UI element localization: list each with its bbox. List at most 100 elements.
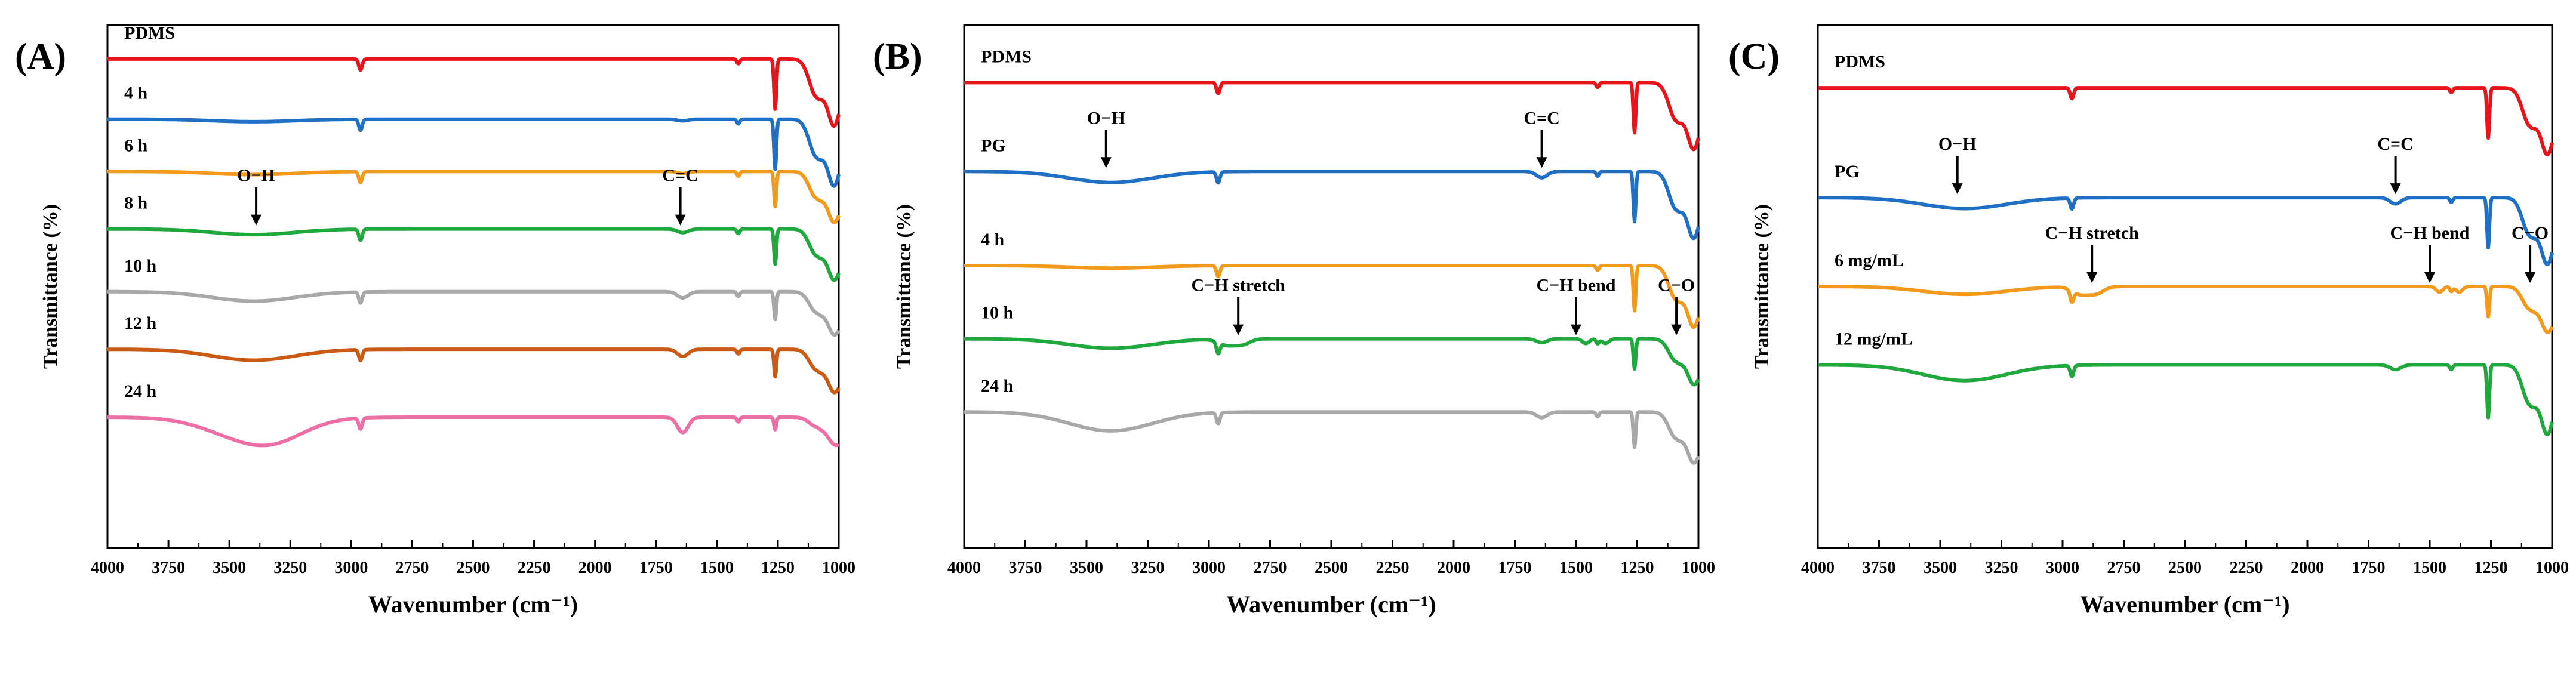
series-label: PDMS bbox=[981, 47, 1032, 66]
x-tick-label: 1500 bbox=[700, 559, 734, 577]
x-tick-label: 3500 bbox=[1923, 559, 1957, 577]
annotation-arrow-head bbox=[675, 214, 686, 226]
series-line-3 bbox=[1817, 363, 2554, 436]
x-tick-label: 4000 bbox=[947, 559, 981, 577]
annotation-label: O−H bbox=[237, 166, 275, 186]
x-tick-label: 3750 bbox=[1009, 559, 1042, 577]
series-label: 10 h bbox=[124, 256, 157, 276]
x-tick-label: 3000 bbox=[2046, 559, 2079, 577]
series-line-0 bbox=[106, 57, 841, 128]
series-line-0 bbox=[963, 81, 1700, 152]
y-axis-label: Transmittance (%) bbox=[1751, 204, 1773, 369]
x-tick-label: 1250 bbox=[2475, 559, 2508, 577]
annotation-label: C=C bbox=[1524, 108, 1559, 128]
chart-panel-c: (C) Transmittance (%) 4000 3750 3500 3250 3000… bbox=[1728, 24, 2569, 618]
x-tick-label: 1500 bbox=[2413, 559, 2446, 577]
series-label: 6 h bbox=[124, 135, 148, 155]
x-axis-label: Wavenumber (cm⁻¹) bbox=[1226, 591, 1436, 618]
x-tick-label: 2000 bbox=[2291, 559, 2324, 577]
series-line-3 bbox=[106, 227, 841, 282]
annotation-label: C−O bbox=[1658, 276, 1695, 295]
series-line-5 bbox=[106, 347, 841, 395]
series-line-4 bbox=[963, 410, 1700, 465]
x-tick-label: 4000 bbox=[91, 559, 124, 577]
x-tick-label: 1000 bbox=[822, 559, 855, 577]
series-label: 24 h bbox=[981, 376, 1014, 396]
x-tick-label: 3250 bbox=[273, 559, 307, 577]
series-line-3 bbox=[963, 337, 1700, 387]
x-tick-label: 1250 bbox=[1621, 559, 1654, 577]
panel-label: (B) bbox=[873, 36, 922, 77]
series-label: 4 h bbox=[124, 84, 148, 103]
x-tick-label: 1750 bbox=[639, 559, 673, 577]
annotation-arrow-head bbox=[2086, 272, 2098, 283]
annotation-label: C−O bbox=[2512, 223, 2549, 243]
x-tick-label: 2250 bbox=[2230, 559, 2263, 577]
series-line-4 bbox=[106, 289, 841, 337]
x-tick-label: 1500 bbox=[1559, 559, 1593, 577]
series-line-0 bbox=[1817, 86, 2554, 157]
annotation-arrow-head bbox=[1952, 183, 1963, 195]
x-tick-label: 2500 bbox=[2168, 559, 2202, 577]
annotation-arrow-head bbox=[2525, 272, 2536, 283]
series-line-1 bbox=[106, 117, 841, 188]
series-label: 10 h bbox=[981, 303, 1014, 323]
annotation-label: C−H bend bbox=[2390, 223, 2470, 243]
series-label: PG bbox=[1835, 162, 1860, 181]
x-tick-label: 2000 bbox=[1437, 559, 1470, 577]
x-tick-label: 4000 bbox=[1801, 559, 1835, 577]
x-tick-label: 1250 bbox=[761, 559, 795, 577]
x-axis-label: Wavenumber (cm⁻¹) bbox=[368, 591, 578, 618]
x-tick-label: 2250 bbox=[518, 559, 551, 577]
annotation-arrow-head bbox=[1536, 157, 1547, 168]
chart-panel-a: (A) Transmittance (%) 4000 3750 3500 3250 3000… bbox=[15, 23, 855, 618]
annotation-label: O−H bbox=[1087, 108, 1125, 128]
x-tick-label: 3500 bbox=[1070, 559, 1103, 577]
series-line-1 bbox=[1817, 196, 2554, 267]
series-line-2 bbox=[106, 170, 841, 224]
series-label: PG bbox=[981, 135, 1006, 155]
annotation-label: C=C bbox=[662, 166, 698, 186]
x-tick-label: 2500 bbox=[457, 559, 490, 577]
x-tick-label: 1750 bbox=[1498, 559, 1532, 577]
series-line-1 bbox=[963, 170, 1700, 241]
annotation-arrow-head bbox=[1100, 157, 1112, 168]
series-label: 4 h bbox=[981, 230, 1005, 249]
series-label: PDMS bbox=[1835, 52, 1885, 72]
x-tick-label: 1000 bbox=[1682, 559, 1715, 577]
annotation-label: O−H bbox=[1938, 134, 1977, 154]
series-label: PDMS bbox=[124, 23, 175, 43]
panel-label: (C) bbox=[1728, 36, 1780, 77]
x-axis-label: Wavenumber (cm⁻¹) bbox=[2080, 591, 2289, 618]
annotation-arrow-head bbox=[1671, 324, 1682, 335]
x-tick-label: 2000 bbox=[578, 559, 612, 577]
series-label: 12 mg/mL bbox=[1835, 329, 1913, 349]
panel-label: (A) bbox=[15, 36, 66, 77]
x-tick-label: 3000 bbox=[1192, 559, 1226, 577]
x-tick-label: 2500 bbox=[1315, 559, 1348, 577]
annotation-arrow-head bbox=[1571, 324, 1581, 335]
plot-frame bbox=[106, 24, 840, 549]
x-tick-label: 2750 bbox=[2107, 559, 2141, 577]
x-tick-label: 1000 bbox=[2535, 559, 2569, 577]
x-tick-label: 2750 bbox=[395, 559, 429, 577]
series-line-2 bbox=[963, 264, 1700, 329]
series-line-6 bbox=[106, 415, 840, 448]
x-tick-label: 2750 bbox=[1254, 559, 1287, 577]
chart-panel-b: (B) Transmittance (%) 4000 3750 3500 3250 3000… bbox=[873, 24, 1715, 618]
x-tick-label: 3750 bbox=[1863, 559, 1896, 577]
annotation-label: C−H stretch bbox=[2045, 223, 2140, 243]
series-line-2 bbox=[1817, 285, 2554, 334]
series-label: 24 h bbox=[124, 381, 157, 401]
annotation-label: C=C bbox=[2377, 134, 2413, 154]
annotation-arrow-head bbox=[251, 214, 262, 226]
x-tick-label: 2250 bbox=[1376, 559, 1409, 577]
series-label: 8 h bbox=[124, 193, 148, 213]
annotation-arrow-head bbox=[2390, 183, 2401, 195]
annotation-arrow-head bbox=[1233, 324, 1244, 335]
y-axis-label: Transmittance (%) bbox=[39, 204, 61, 369]
y-axis-label: Transmittance (%) bbox=[893, 204, 915, 369]
x-tick-label: 3750 bbox=[152, 559, 185, 577]
annotation-label: C−H bend bbox=[1537, 276, 1616, 295]
